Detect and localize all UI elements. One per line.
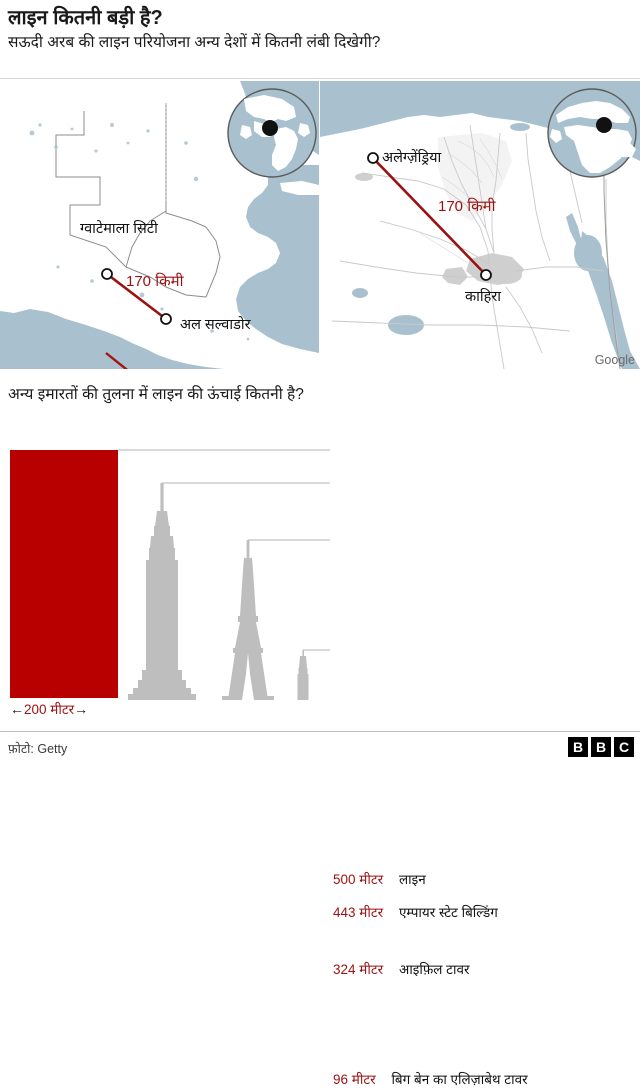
bar-the-line: [10, 450, 118, 698]
name-eiffel-tower: आइफ़िल टावर: [398, 962, 470, 977]
silhouette-eiffel-tower: [222, 540, 274, 700]
city-label-guatemala-city: ग्वाटेमाला सिटी: [80, 221, 158, 237]
label-elizabeth-tower: 96 मीटर बिग बेन का एलिज़ाबेथ टावर: [333, 1072, 625, 1089]
width-annotation-text: 200 मीटर: [24, 702, 75, 717]
name-empire-state-building: एम्पायर स्टेट बिल्डिंग: [398, 905, 498, 920]
label-empire-state-building: 443 मीटर एम्पायर स्टेट बिल्डिंग: [333, 905, 633, 922]
bbc-logo-letter-b1: B: [568, 737, 588, 757]
photo-credit: फ़ोटो: Getty: [8, 742, 68, 756]
arrow-left-icon: ←: [10, 701, 24, 717]
city-label-cairo: काहिरा: [465, 289, 502, 305]
bbc-logo: B B C: [568, 737, 634, 757]
name-the-line: लाइन: [398, 872, 426, 887]
value-elizabeth-tower: 96 मीटर: [333, 1072, 376, 1087]
label-the-line: 500 मीटर लाइन: [333, 872, 633, 889]
value-eiffel-tower: 324 मीटर: [333, 962, 384, 977]
section2-title: अन्य इमारतों की तुलना में लाइन की ऊंचाई …: [8, 386, 304, 403]
width-annotation: ←200 मीटर→: [10, 700, 88, 718]
silhouette-empire-state-building: [128, 483, 196, 700]
distance-label-left: 170 किमी: [126, 273, 184, 290]
silhouette-elizabeth-tower: [297, 650, 309, 700]
bbc-logo-letter-b2: B: [591, 737, 611, 757]
footer-divider: [0, 731, 640, 732]
page-title: लाइन कितनी बड़ी है?: [8, 7, 163, 29]
page-subtitle: सऊदी अरब की लाइन परियोजना अन्य देशों में…: [8, 34, 381, 51]
height-comparison-chart: 500 मीटर लाइन 443 मीटर एम्पायर स्टेट बिल…: [0, 430, 640, 1087]
bbc-logo-letter-c: C: [614, 737, 634, 757]
value-the-line: 500 मीटर: [333, 872, 384, 887]
city-label-el-salvador: अल सल्वाडोर: [180, 317, 251, 333]
value-empire-state-building: 443 मीटर: [333, 905, 384, 920]
map-egypt[interactable]: अलेग्ज़ेंड्रिया काहिरा 170 किमी Google: [320, 81, 640, 369]
name-elizabeth-tower: बिग बेन का एलिज़ाबेथ टावर: [391, 1072, 528, 1087]
globe-inset-americas: [227, 88, 317, 178]
city-label-alexandria: अलेग्ज़ेंड्रिया: [382, 150, 442, 166]
maps-band: ग्वाटेमाला सिटी अल सल्वाडोर 170 किमी: [0, 81, 640, 369]
arrow-right-icon: →: [74, 701, 89, 717]
label-eiffel-tower: 324 मीटर आइफ़िल टावर: [333, 962, 633, 979]
chart-graphic: [10, 449, 330, 700]
globe-inset-africa-europe: [547, 88, 637, 178]
header-divider: [0, 78, 640, 79]
header: लाइन कितनी बड़ी है? सऊदी अरब की लाइन परि…: [0, 0, 640, 52]
leader-lines: [118, 449, 330, 651]
google-attribution: Google: [594, 353, 635, 367]
map-central-america[interactable]: ग्वाटेमाला सिटी अल सल्वाडोर 170 किमी: [0, 81, 320, 369]
distance-label-right: 170 किमी: [438, 198, 496, 215]
